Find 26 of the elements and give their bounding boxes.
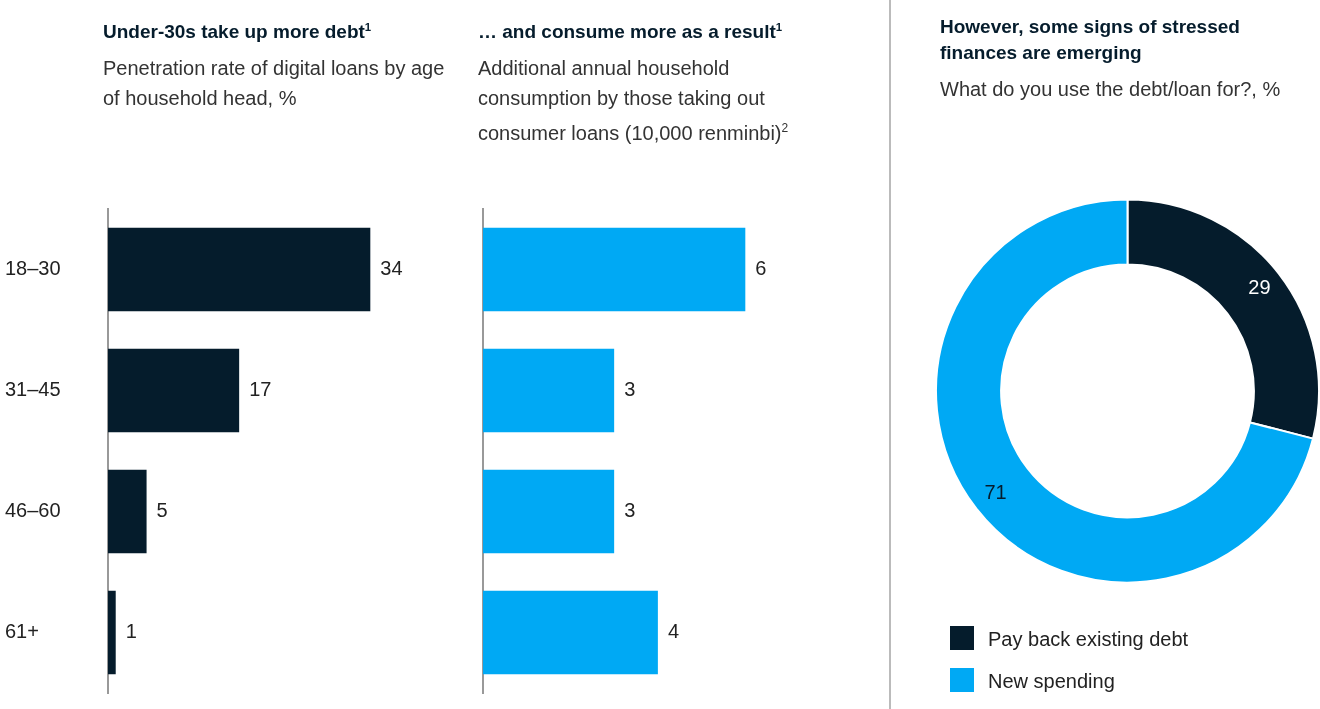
chart-subtitle: Additional annual household consumption by those taking out consumer loans (10,000 renminbi)$^{2}$ [478, 56, 790, 146]
bar [108, 590, 116, 675]
data-label: 4 [667, 620, 679, 643]
data-label: 71 [984, 480, 1007, 503]
chart-subtitle: What do you use the debt/loan for?, % [940, 77, 1282, 102]
bar [108, 348, 240, 433]
data-label: 5 [156, 499, 168, 522]
data-label: 17 [249, 378, 272, 401]
y-tick-label: 18–30 [5, 257, 61, 280]
chart-subtitle: Penetration rate of digital loans by age of household head, % [103, 56, 446, 111]
chart-title: However, some signs of stressed finances are emerging [940, 15, 1241, 65]
legend-label: New spending [988, 670, 1115, 692]
chart-title: Under-30s take up more debt$^{1}$ [103, 20, 373, 45]
bar [108, 469, 147, 554]
bar [108, 227, 371, 312]
y-tick-label: 31–45 [5, 378, 61, 401]
y-tick-label: 61+ [5, 620, 39, 643]
data-label: 3 [624, 378, 636, 401]
data-label: 29 [1248, 276, 1271, 299]
data-label: 1 [125, 620, 137, 643]
data-label: 3 [624, 499, 636, 522]
data-label: 6 [755, 257, 767, 280]
data-label: 34 [380, 257, 403, 280]
legend-label: Pay back existing debt [988, 628, 1189, 650]
chart-title: … and consume more as a result$^{1}$ [478, 20, 784, 45]
y-tick-label: 46–60 [5, 499, 61, 522]
